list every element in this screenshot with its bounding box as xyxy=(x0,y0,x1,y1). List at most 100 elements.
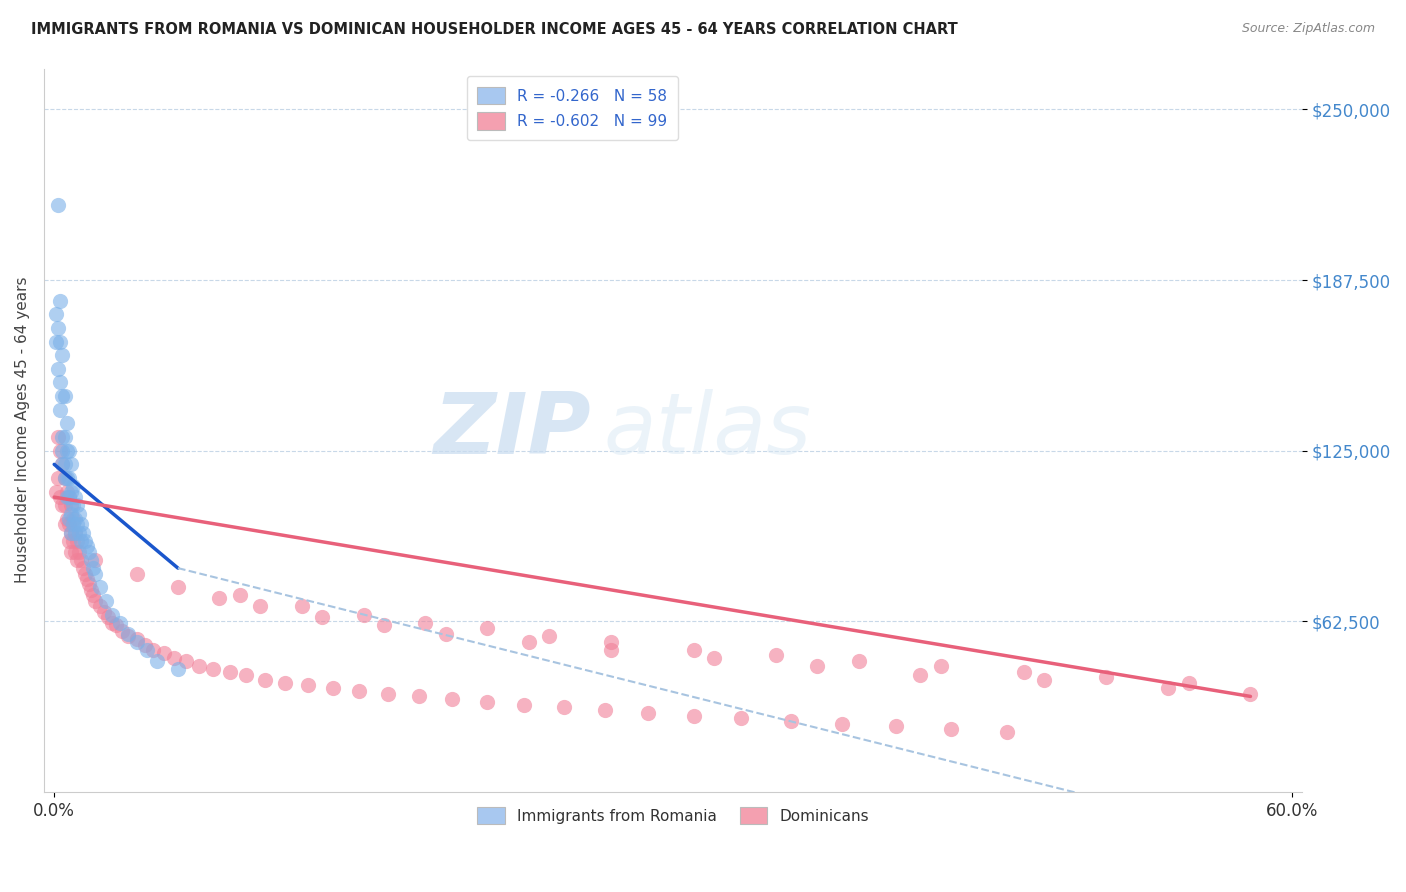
Point xyxy=(89,580,111,594)
Point xyxy=(349,684,371,698)
Point xyxy=(311,610,333,624)
Point xyxy=(229,588,252,602)
Point xyxy=(76,539,98,553)
Point xyxy=(72,561,94,575)
Point xyxy=(884,719,907,733)
Point xyxy=(45,307,67,321)
Point xyxy=(58,490,80,504)
Point xyxy=(55,443,77,458)
Point xyxy=(53,430,76,444)
Point xyxy=(235,667,257,681)
Point xyxy=(167,662,190,676)
Point xyxy=(63,512,86,526)
Point xyxy=(553,700,575,714)
Point xyxy=(94,594,117,608)
Point xyxy=(353,607,375,622)
Point xyxy=(517,635,540,649)
Point xyxy=(152,646,174,660)
Point xyxy=(600,635,623,649)
Point xyxy=(941,722,963,736)
Text: Source: ZipAtlas.com: Source: ZipAtlas.com xyxy=(1241,22,1375,36)
Point xyxy=(59,498,82,512)
Point xyxy=(89,599,111,614)
Point xyxy=(1177,675,1199,690)
Point xyxy=(322,681,344,696)
Point xyxy=(51,348,73,362)
Point xyxy=(62,517,84,532)
Point xyxy=(70,553,93,567)
Point xyxy=(66,498,89,512)
Point xyxy=(67,525,90,540)
Point xyxy=(66,553,89,567)
Point xyxy=(59,525,82,540)
Point xyxy=(51,389,73,403)
Point xyxy=(125,566,148,581)
Point xyxy=(53,517,76,532)
Point xyxy=(682,643,704,657)
Point xyxy=(84,594,107,608)
Point xyxy=(45,334,67,349)
Point xyxy=(682,708,704,723)
Point xyxy=(125,632,148,646)
Point xyxy=(600,643,623,657)
Point xyxy=(53,498,76,512)
Point xyxy=(66,517,89,532)
Point xyxy=(72,525,94,540)
Point xyxy=(108,615,131,630)
Point xyxy=(910,667,932,681)
Point xyxy=(67,545,90,559)
Point xyxy=(297,678,319,692)
Point xyxy=(80,553,103,567)
Point xyxy=(477,695,499,709)
Point xyxy=(765,648,787,663)
Point xyxy=(806,659,828,673)
Point xyxy=(146,654,169,668)
Point xyxy=(53,389,76,403)
Point xyxy=(174,654,197,668)
Point xyxy=(51,458,73,472)
Point xyxy=(58,443,80,458)
Point xyxy=(53,471,76,485)
Point xyxy=(291,599,314,614)
Point xyxy=(202,662,225,676)
Point xyxy=(408,690,430,704)
Point xyxy=(70,533,93,548)
Point xyxy=(1033,673,1056,687)
Point xyxy=(84,553,107,567)
Point xyxy=(55,484,77,499)
Point xyxy=(82,561,104,575)
Point xyxy=(76,572,98,586)
Point xyxy=(1012,665,1035,679)
Point xyxy=(49,376,72,390)
Point xyxy=(208,591,231,606)
Point xyxy=(58,512,80,526)
Point xyxy=(80,582,103,597)
Point xyxy=(167,580,190,594)
Point xyxy=(49,334,72,349)
Point xyxy=(434,626,457,640)
Point xyxy=(274,675,297,690)
Point xyxy=(46,361,69,376)
Point xyxy=(142,643,165,657)
Point xyxy=(46,198,69,212)
Point xyxy=(477,621,499,635)
Point xyxy=(538,629,561,643)
Point xyxy=(77,545,100,559)
Legend: Immigrants from Romania, Dominicans: Immigrants from Romania, Dominicans xyxy=(467,796,880,835)
Point xyxy=(62,533,84,548)
Point xyxy=(75,566,97,581)
Point xyxy=(63,490,86,504)
Point xyxy=(441,692,464,706)
Point xyxy=(187,659,209,673)
Point xyxy=(995,725,1018,739)
Point xyxy=(67,507,90,521)
Point xyxy=(377,687,399,701)
Point xyxy=(730,711,752,725)
Point xyxy=(513,698,536,712)
Point xyxy=(55,471,77,485)
Point xyxy=(253,673,276,687)
Point xyxy=(1239,687,1261,701)
Point xyxy=(134,638,156,652)
Point xyxy=(62,512,84,526)
Point xyxy=(779,714,801,728)
